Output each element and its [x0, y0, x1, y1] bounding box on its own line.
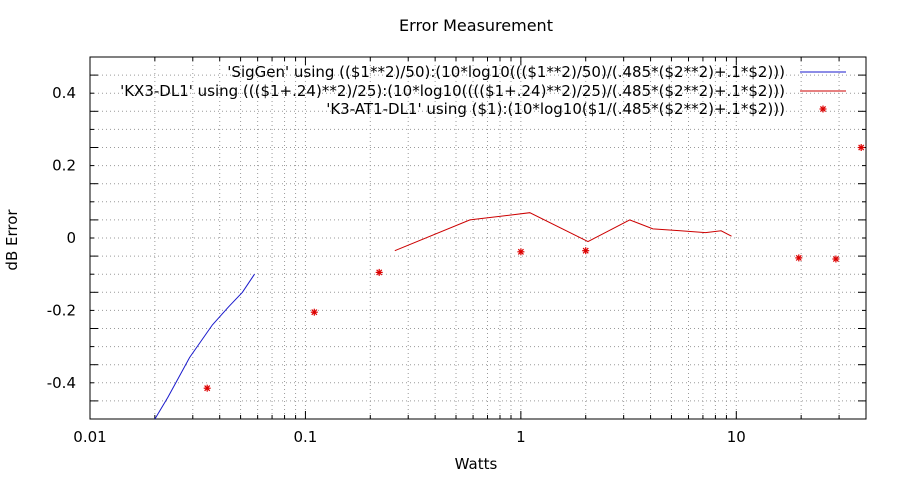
- data-point-star: [203, 384, 211, 392]
- tick-layer: 0.01 0.1 1 10 -0.4 -0.2 0 0.2 0.4: [47, 56, 867, 446]
- y-axis-label: dB Error: [3, 209, 21, 271]
- data-point-star: [517, 248, 525, 256]
- y-tick-label: -0.2: [47, 301, 76, 319]
- series-layer: [154, 144, 865, 420]
- x-axis-label: Watts: [455, 455, 498, 473]
- grid-layer: [89, 56, 867, 420]
- legend-swatch-3: [819, 105, 827, 113]
- y-tick-label: 0.2: [52, 157, 76, 175]
- chart-title: Error Measurement: [399, 16, 553, 35]
- series-line-1: [154, 273, 255, 420]
- data-point-star: [310, 308, 318, 316]
- y-tick-label: 0: [66, 229, 76, 247]
- series-line-2: [394, 212, 732, 252]
- legend-label-1: 'SigGen' using (($1**2)/50):(10*log10(((…: [227, 63, 785, 81]
- data-point-star: [375, 268, 383, 276]
- data-point-star: [582, 247, 590, 255]
- y-tick-label: -0.4: [47, 374, 76, 392]
- x-tick-label: 0.01: [73, 428, 106, 446]
- x-tick-label: 0.1: [294, 428, 318, 446]
- legend: 'SigGen' using (($1**2)/50):(10*log10(((…: [120, 63, 846, 118]
- plot-frame: [89, 56, 867, 420]
- data-point-star: [795, 254, 803, 262]
- data-point-star: [832, 255, 840, 263]
- legend-label-2: 'KX3-DL1' using ((($1+.24)**2)/25):(10*l…: [120, 82, 785, 100]
- data-point-star: [857, 144, 865, 151]
- y-tick-label: 0.4: [52, 84, 76, 102]
- x-tick-label: 1: [516, 428, 526, 446]
- legend-label-3: 'K3-AT1-DL1' using ($1):(10*log10($1/(.4…: [326, 100, 785, 118]
- x-tick-label: 10: [727, 428, 746, 446]
